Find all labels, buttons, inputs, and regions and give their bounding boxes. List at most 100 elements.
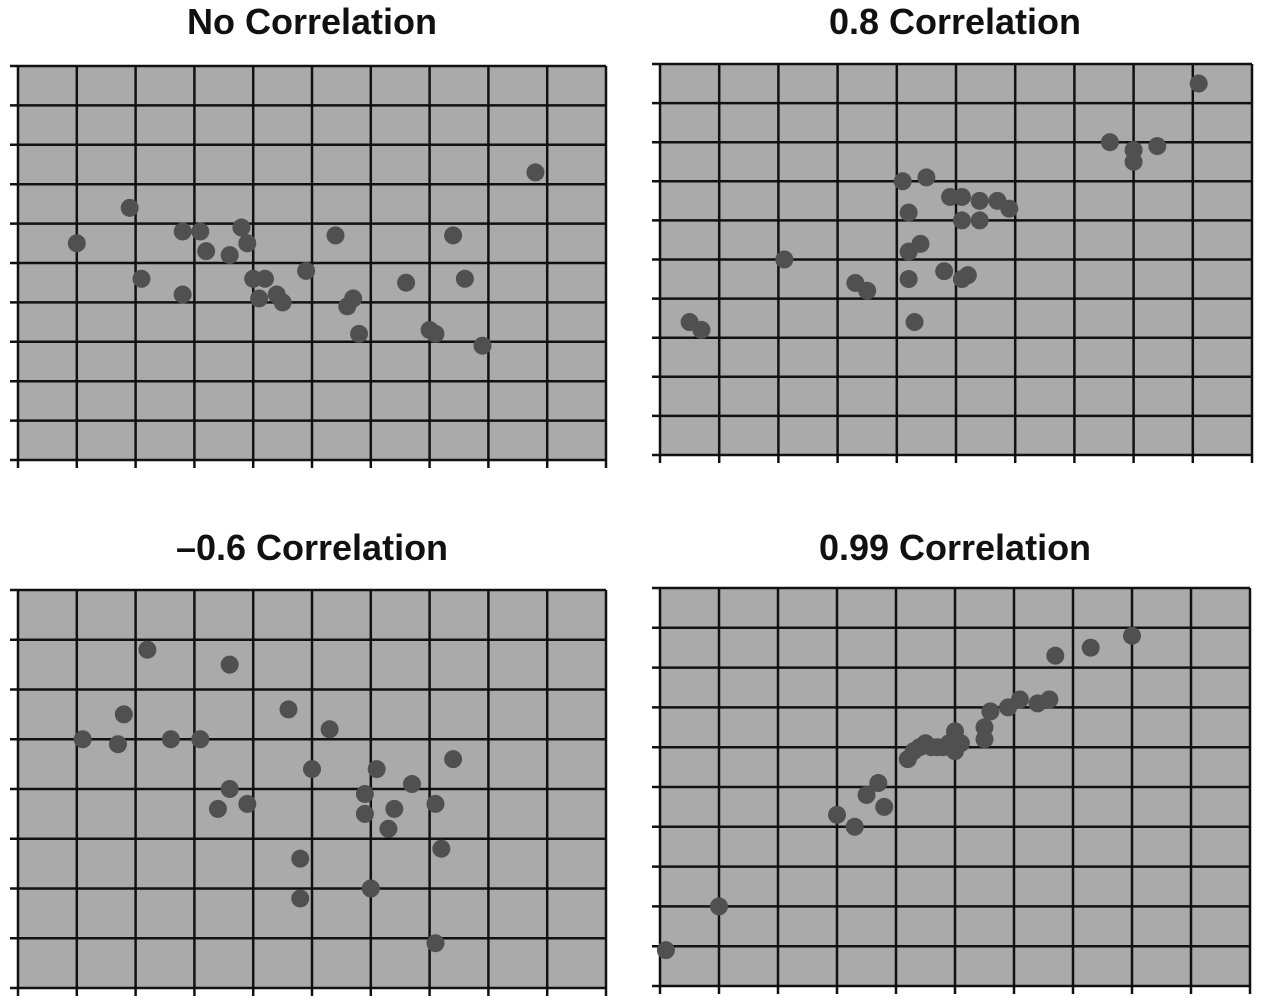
data-point bbox=[1046, 646, 1065, 665]
data-point bbox=[710, 897, 728, 916]
data-point bbox=[220, 246, 239, 265]
data-point bbox=[379, 819, 398, 838]
data-point bbox=[444, 226, 463, 245]
data-point bbox=[220, 780, 239, 798]
data-point bbox=[692, 320, 711, 339]
data-point bbox=[656, 941, 675, 960]
data-point bbox=[355, 784, 374, 803]
data-point bbox=[1081, 638, 1100, 657]
data-point bbox=[857, 785, 876, 804]
data-point bbox=[367, 760, 386, 779]
data-point bbox=[279, 700, 298, 719]
data-point bbox=[970, 211, 989, 230]
data-point bbox=[344, 289, 363, 308]
data-point bbox=[161, 730, 180, 749]
data-point bbox=[775, 250, 794, 269]
data-point bbox=[444, 750, 463, 769]
data-point bbox=[917, 168, 936, 187]
data-point bbox=[958, 266, 977, 285]
data-point bbox=[893, 172, 912, 191]
data-point bbox=[1123, 626, 1141, 645]
grid bbox=[652, 62, 1254, 463]
data-point bbox=[1010, 690, 1029, 709]
data-point bbox=[1124, 152, 1143, 171]
chart-title: 0.8 Correlation bbox=[828, 1, 1082, 42]
scatter-plot bbox=[10, 64, 608, 468]
data-point bbox=[320, 720, 339, 739]
data-point bbox=[526, 163, 545, 182]
data-point bbox=[255, 269, 274, 288]
data-point bbox=[1148, 137, 1167, 156]
grid bbox=[652, 586, 1252, 994]
data-point bbox=[197, 242, 216, 261]
data-point bbox=[138, 640, 157, 659]
data-point bbox=[220, 655, 239, 674]
data-point bbox=[67, 234, 86, 253]
data-point bbox=[173, 285, 192, 304]
chart-negative-0-6-correlation: –0.6 Correlation bbox=[8, 526, 616, 1006]
data-point bbox=[303, 760, 321, 779]
data-point bbox=[981, 702, 1000, 721]
data-point bbox=[899, 203, 918, 222]
data-point bbox=[397, 273, 416, 292]
data-point bbox=[935, 262, 954, 281]
chart-no-correlation: No Correlation bbox=[8, 0, 616, 470]
data-point bbox=[350, 324, 369, 343]
scatter-plot bbox=[10, 588, 608, 996]
data-point bbox=[970, 191, 989, 210]
data-point bbox=[114, 705, 133, 724]
data-point bbox=[208, 799, 227, 818]
data-point bbox=[1189, 74, 1208, 93]
chart-0-99-correlation: 0.99 Correlation bbox=[650, 526, 1260, 1006]
data-point bbox=[250, 289, 269, 308]
data-point bbox=[120, 198, 139, 217]
data-point bbox=[273, 293, 292, 312]
scatter-plot bbox=[652, 62, 1254, 463]
data-point bbox=[952, 187, 971, 206]
data-point bbox=[911, 234, 930, 253]
chart-0-8-correlation: 0.8 Correlation bbox=[650, 0, 1260, 470]
data-point bbox=[1100, 133, 1119, 152]
scatter-plot bbox=[652, 586, 1252, 994]
chart-title: No Correlation bbox=[186, 1, 437, 42]
data-point bbox=[426, 934, 445, 953]
chart-title: –0.6 Correlation bbox=[175, 527, 449, 568]
data-point bbox=[899, 270, 918, 289]
data-point bbox=[238, 794, 257, 813]
data-point bbox=[952, 211, 971, 230]
data-point bbox=[173, 222, 192, 241]
data-point bbox=[132, 269, 151, 288]
data-point bbox=[355, 804, 374, 823]
data-point bbox=[402, 775, 421, 794]
data-point bbox=[426, 324, 445, 343]
data-point bbox=[1000, 199, 1019, 218]
grid bbox=[10, 588, 608, 996]
data-point bbox=[455, 269, 474, 288]
data-point bbox=[297, 261, 316, 280]
data-point bbox=[975, 718, 994, 737]
data-point bbox=[946, 722, 964, 741]
data-point bbox=[905, 313, 924, 332]
data-point bbox=[1040, 690, 1059, 709]
data-point bbox=[828, 805, 846, 824]
data-point bbox=[291, 889, 310, 908]
data-point bbox=[875, 797, 894, 816]
chart-title: 0.99 Correlation bbox=[818, 527, 1092, 568]
data-point bbox=[191, 730, 210, 749]
data-point bbox=[426, 794, 445, 813]
data-point bbox=[73, 730, 92, 749]
data-point bbox=[869, 774, 888, 793]
data-point bbox=[361, 879, 380, 898]
data-point bbox=[291, 849, 310, 868]
data-point bbox=[432, 839, 451, 858]
data-point bbox=[845, 817, 864, 836]
data-point bbox=[232, 218, 251, 237]
data-point bbox=[326, 226, 345, 245]
data-point bbox=[108, 735, 127, 754]
grid bbox=[10, 64, 608, 468]
data-point bbox=[858, 281, 877, 300]
data-point bbox=[385, 799, 404, 818]
data-point bbox=[473, 336, 492, 355]
data-point bbox=[191, 222, 210, 241]
data-point bbox=[238, 234, 257, 253]
